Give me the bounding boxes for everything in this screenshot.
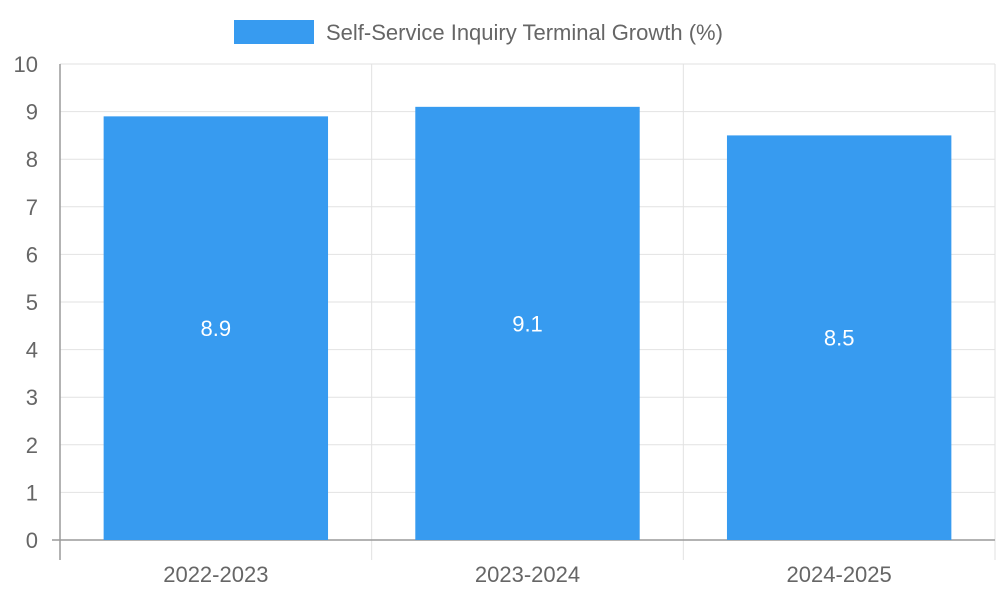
y-axis-ticks: 0 1 2 3 4 5 6 7 8 9 10 [14, 52, 38, 553]
y-tick-label: 5 [26, 290, 38, 315]
y-tick-label: 0 [26, 528, 38, 553]
y-tick-label: 3 [26, 385, 38, 410]
legend-label: Self-Service Inquiry Terminal Growth (%) [326, 20, 723, 45]
y-tick-label: 6 [26, 242, 38, 267]
y-tick-label: 4 [26, 338, 38, 363]
bar-value-label: 9.1 [512, 311, 543, 336]
bar-value-label: 8.9 [201, 316, 232, 341]
bars [103, 106, 952, 541]
y-tick-label: 1 [26, 480, 38, 505]
legend: Self-Service Inquiry Terminal Growth (%) [234, 20, 723, 45]
y-tick-label: 7 [26, 195, 38, 220]
bar-value-label: 8.5 [824, 326, 855, 351]
bar-2023-2024 [415, 106, 640, 540]
y-tick-label: 2 [26, 433, 38, 458]
y-tick-label: 9 [26, 100, 38, 125]
y-tick-label: 10 [14, 52, 38, 77]
x-tick-label: 2023-2024 [475, 562, 580, 587]
bar-2022-2023 [103, 116, 329, 541]
legend-swatch [234, 20, 314, 44]
x-tick-label: 2022-2023 [163, 562, 268, 587]
x-tick-label: 2024-2025 [787, 562, 892, 587]
x-axis-ticks: 2022-2023 2023-2024 2024-2025 [163, 562, 892, 587]
bar-2024-2025 [726, 135, 952, 540]
y-tick-label: 8 [26, 147, 38, 172]
data-labels: 8.9 9.1 8.5 [201, 311, 855, 350]
